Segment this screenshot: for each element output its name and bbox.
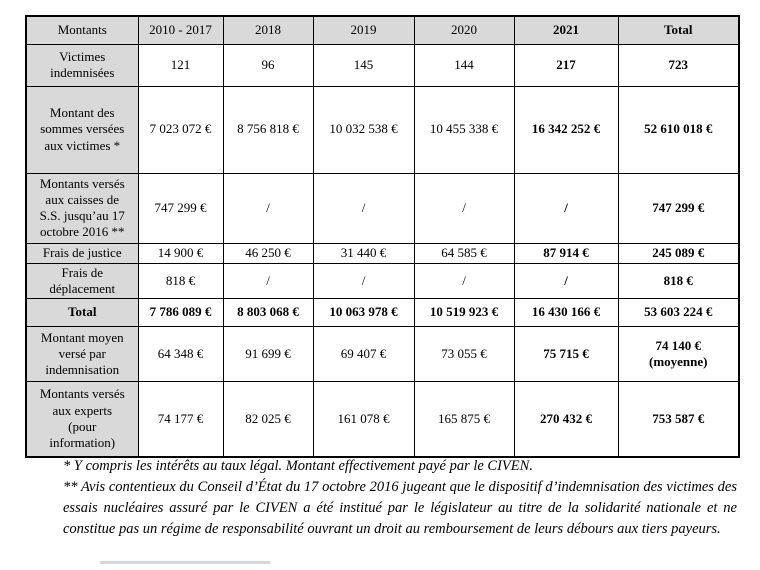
table-cell: 723 bbox=[617, 43, 740, 87]
table-cell: 73 055 € bbox=[413, 326, 515, 382]
table-cell: 7 786 089 € bbox=[137, 298, 224, 327]
table-cell: 16 430 166 € bbox=[513, 298, 619, 327]
row-label: Total bbox=[25, 298, 139, 327]
table-cell: 8 756 818 € bbox=[222, 85, 314, 174]
row-label: Montant des sommes versées aux victimes … bbox=[25, 85, 139, 174]
table-cell: 64 348 € bbox=[137, 326, 224, 382]
table-row: Frais de déplacement 818 € / / / / 818 € bbox=[25, 262, 740, 299]
table-cell: 747 299 € bbox=[617, 172, 740, 244]
table-cell: 10 519 923 € bbox=[413, 298, 515, 327]
table-cell: 144 bbox=[413, 43, 515, 87]
column-header-montants: Montants bbox=[25, 15, 139, 45]
table-row: Montants versés aux caisses de S.S. jusq… bbox=[25, 172, 740, 244]
footnotes-block: * Y compris les intérêts au taux légal. … bbox=[63, 456, 737, 540]
table-cell: / bbox=[413, 172, 515, 244]
table-cell: / bbox=[413, 262, 515, 299]
table-row-total: Total 7 786 089 € 8 803 068 € 10 063 978… bbox=[25, 298, 740, 327]
table-cell: 245 089 € bbox=[617, 242, 740, 264]
table-cell: 10 032 538 € bbox=[312, 85, 415, 174]
table-cell: 53 603 224 € bbox=[617, 298, 740, 327]
table-cell: 270 432 € bbox=[513, 381, 619, 457]
row-label: Frais de justice bbox=[25, 242, 139, 264]
table-cell: 75 715 € bbox=[513, 326, 619, 382]
table-cell: 818 € bbox=[137, 262, 224, 299]
table-cell: 69 407 € bbox=[312, 326, 415, 382]
indemnisation-table: Montants 2010 - 2017 2018 2019 2020 2021… bbox=[25, 15, 740, 458]
table-cell: / bbox=[312, 172, 415, 244]
column-header-total: Total bbox=[617, 15, 740, 45]
column-header-2018: 2018 bbox=[222, 15, 314, 45]
cropped-next-table-edge bbox=[100, 561, 270, 564]
table-row: Montant moyen versé par indemnisation 64… bbox=[25, 326, 740, 382]
table-cell: 91 699 € bbox=[222, 326, 314, 382]
table-cell: / bbox=[222, 262, 314, 299]
table-cell: 818 € bbox=[617, 262, 740, 299]
column-header-2019: 2019 bbox=[312, 15, 415, 45]
table-cell: 87 914 € bbox=[513, 242, 619, 264]
table-cell: 217 bbox=[513, 43, 619, 87]
column-header-2010-2017: 2010 - 2017 bbox=[137, 15, 224, 45]
footnote-second: ** Avis contentieux du Conseil d’État du… bbox=[63, 479, 737, 537]
table-cell: / bbox=[513, 262, 619, 299]
row-label: Victimes indemnisées bbox=[25, 43, 139, 87]
row-label: Frais de déplacement bbox=[25, 262, 139, 299]
table-cell: 64 585 € bbox=[413, 242, 515, 264]
table-cell: 145 bbox=[312, 43, 415, 87]
footnote-first: * Y compris les intérêts au taux légal. … bbox=[63, 458, 533, 474]
table-cell: 161 078 € bbox=[312, 381, 415, 457]
table-cell: 8 803 068 € bbox=[222, 298, 314, 327]
table-cell: 31 440 € bbox=[312, 242, 415, 264]
row-label: Montants versés aux caisses de S.S. jusq… bbox=[25, 172, 139, 244]
table-cell: 52 610 018 € bbox=[617, 85, 740, 174]
table-header-row: Montants 2010 - 2017 2018 2019 2020 2021… bbox=[25, 15, 740, 45]
row-label: Montants versés aux experts (pour inform… bbox=[25, 381, 139, 457]
table-cell: 74 140 € (moyenne) bbox=[617, 326, 740, 382]
table-row: Montant des sommes versées aux victimes … bbox=[25, 85, 740, 174]
table-cell: 10 063 978 € bbox=[312, 298, 415, 327]
table-cell: 7 023 072 € bbox=[137, 85, 224, 174]
table-cell: / bbox=[222, 172, 314, 244]
row-label: Montant moyen versé par indemnisation bbox=[25, 326, 139, 382]
table-cell: 16 342 252 € bbox=[513, 85, 619, 174]
table-cell: / bbox=[312, 262, 415, 299]
table-cell: 74 177 € bbox=[137, 381, 224, 457]
table-cell: 165 875 € bbox=[413, 381, 515, 457]
column-header-2021: 2021 bbox=[513, 15, 619, 45]
column-header-2020: 2020 bbox=[413, 15, 515, 45]
table-cell: 82 025 € bbox=[222, 381, 314, 457]
table-cell: 121 bbox=[137, 43, 224, 87]
table-cell: 747 299 € bbox=[137, 172, 224, 244]
table-cell: 14 900 € bbox=[137, 242, 224, 264]
table-cell: 753 587 € bbox=[617, 381, 740, 457]
table-row: Victimes indemnisées 121 96 145 144 217 … bbox=[25, 43, 740, 87]
table-cell: 96 bbox=[222, 43, 314, 87]
table-row: Montants versés aux experts (pour inform… bbox=[25, 381, 740, 457]
table-cell: / bbox=[513, 172, 619, 244]
table-cell: 46 250 € bbox=[222, 242, 314, 264]
table-cell: 10 455 338 € bbox=[413, 85, 515, 174]
table-row: Frais de justice 14 900 € 46 250 € 31 44… bbox=[25, 242, 740, 264]
